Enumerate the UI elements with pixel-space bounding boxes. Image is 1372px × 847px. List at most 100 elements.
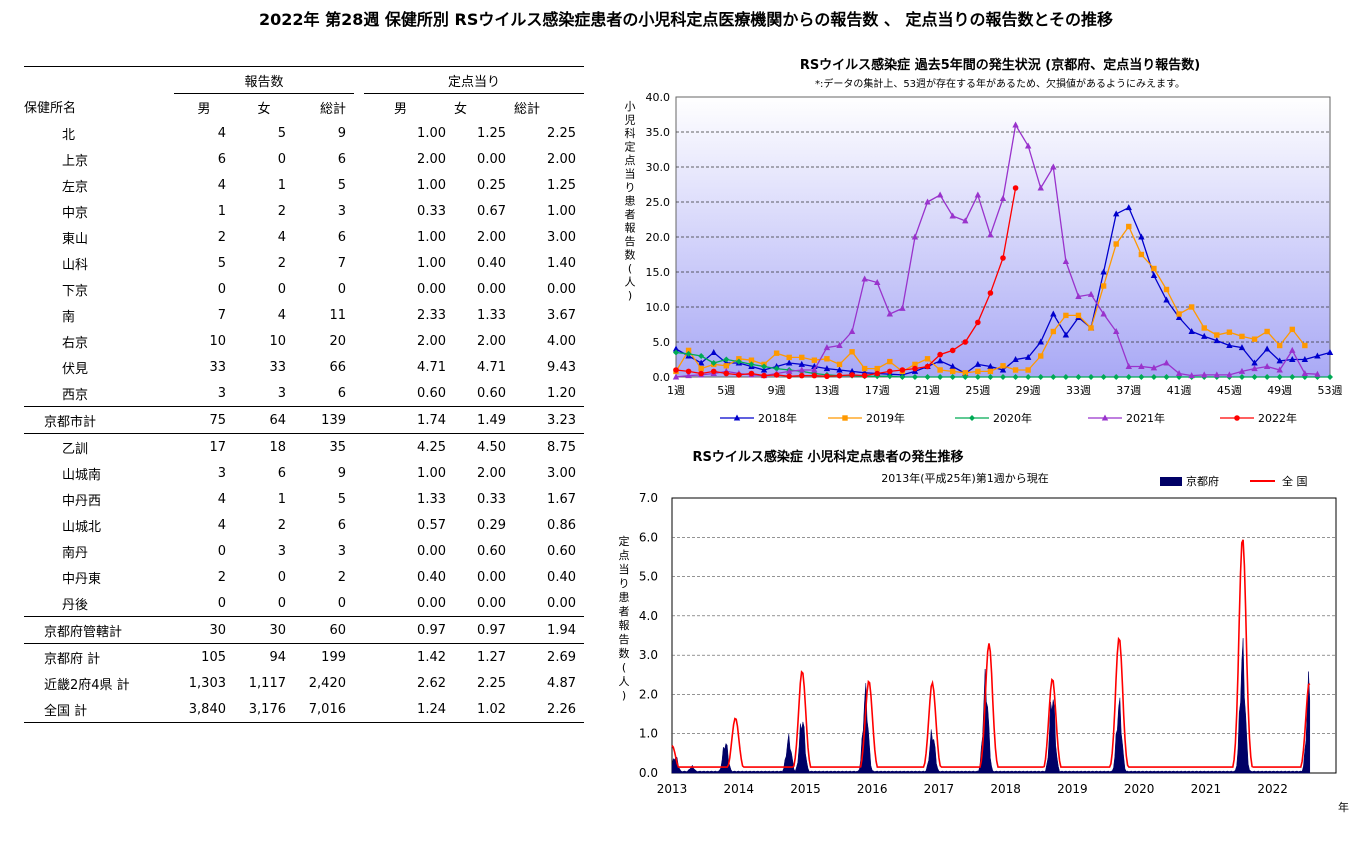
- data-point: [673, 367, 679, 373]
- row-total: 60: [294, 616, 354, 644]
- row-gap: [364, 616, 394, 644]
- row-per-total: 0.00: [547, 281, 576, 297]
- data-point: [1075, 374, 1082, 380]
- row-female: 18: [269, 439, 286, 455]
- chart2-y-label-char: 者: [619, 605, 630, 618]
- data-point: [685, 368, 692, 375]
- chart1-y-label-char: 報: [625, 222, 636, 235]
- data-point: [1213, 337, 1221, 344]
- data-point: [798, 360, 805, 367]
- chart2-y-tick: 6.0: [639, 530, 658, 544]
- chart1-y-label-char: 当: [625, 167, 636, 181]
- row-total: 0: [294, 590, 354, 617]
- data-point: [1301, 356, 1309, 362]
- row-per-female: 0.29: [477, 517, 506, 533]
- chart1-y-tick: 10.0: [646, 301, 671, 314]
- data-point: [811, 372, 818, 379]
- data-point: [949, 347, 956, 354]
- data-point: [999, 195, 1007, 201]
- data-point: [736, 372, 742, 378]
- data-point: [799, 354, 805, 361]
- data-point: [1226, 342, 1233, 348]
- data-point: [1138, 233, 1145, 240]
- legend-swatch-kyoto: [1160, 477, 1182, 486]
- chart1-x-tick: 13週: [814, 384, 839, 397]
- row-female: 1,117: [248, 675, 286, 691]
- row-per-total: 3.23: [514, 406, 584, 434]
- table-row: 京都市計 75 64 139 1.74 1.49 3.23: [24, 406, 584, 434]
- row-per-total: 1.67: [547, 491, 576, 507]
- chart2-y-label-char: 人: [619, 675, 630, 688]
- data-point: [1062, 258, 1070, 264]
- data-point: [1264, 374, 1271, 380]
- data-point: [1050, 328, 1057, 335]
- data-point: [836, 361, 843, 368]
- row-per-female: 2.25: [477, 675, 506, 691]
- data-point: [887, 358, 893, 365]
- data-point: [1000, 363, 1006, 369]
- table-row: 北 4 5 9 1.00 1.25 2.25: [24, 120, 584, 146]
- chart2-y-label-char: ): [622, 689, 626, 702]
- data-point: [1024, 353, 1032, 360]
- row-female: 6: [277, 465, 286, 481]
- data-point: [1063, 312, 1069, 319]
- row-male: 7: [217, 307, 226, 323]
- data-point: [1251, 365, 1258, 372]
- data-point: [748, 361, 755, 368]
- data-point: [1289, 374, 1296, 380]
- row-per-female: 1.49: [454, 406, 514, 434]
- row-name: 京都市計: [24, 406, 174, 434]
- row-per-total: 2.00: [547, 151, 576, 167]
- row-per-male: 4.25: [417, 439, 446, 455]
- chart1-y-label-char: 告: [625, 235, 636, 248]
- data-point: [1050, 310, 1057, 317]
- data-point: [962, 339, 969, 345]
- data-point: [848, 367, 856, 374]
- row-per-female: 0.40: [477, 255, 506, 271]
- chart1-y-label-char: ): [628, 289, 632, 302]
- row-gap: [354, 120, 364, 146]
- data-point: [987, 368, 994, 375]
- row-per-female: 1.25: [477, 125, 506, 141]
- data-point: [773, 372, 780, 378]
- data-point: [1100, 374, 1107, 380]
- data-point: [710, 368, 717, 375]
- row-per-male: 1.00: [417, 177, 446, 193]
- row-male: 4: [217, 491, 226, 507]
- row-name: 乙訓: [62, 441, 89, 457]
- row-gap: [354, 564, 364, 590]
- chart1-y-tick: 30.0: [646, 161, 671, 174]
- row-gap: [354, 434, 364, 461]
- row-per-female: 0.00: [454, 590, 514, 617]
- row-name: 左京: [62, 179, 89, 195]
- table-row: 南丹 0 3 3 0.00 0.60 0.60: [24, 538, 584, 564]
- chart1-y-label-char: 科: [625, 126, 636, 140]
- chart2-y-tick: 4.0: [639, 609, 658, 623]
- chart1-x-tick: 37週: [1116, 384, 1141, 397]
- row-name: 山城北: [62, 519, 102, 535]
- chart1-x-tick: 17週: [865, 384, 890, 397]
- row-female: 2: [277, 203, 286, 219]
- row-per-female: 4.50: [477, 439, 506, 455]
- data-point: [937, 351, 943, 358]
- row-per-total: 1.20: [514, 380, 584, 407]
- row-female: 0: [277, 569, 286, 585]
- data-point: [698, 353, 705, 359]
- data-point: [824, 373, 830, 380]
- chart1-x-tick: 53週: [1318, 384, 1343, 397]
- row-male: 1: [217, 203, 226, 219]
- row-per-male: 0.40: [417, 569, 446, 585]
- row-male: 4: [217, 125, 226, 141]
- chart1-y-tick: 25.0: [646, 196, 671, 209]
- data-point: [1314, 352, 1321, 359]
- chart1-x-tick: 1週: [667, 384, 685, 397]
- data-point: [874, 279, 881, 285]
- data-point: [836, 366, 843, 373]
- data-point: [1176, 311, 1182, 317]
- row-gap: [354, 590, 364, 617]
- table-row: 東山 2 4 6 1.00 2.00 3.00: [24, 224, 584, 250]
- data-point: [1037, 184, 1044, 191]
- data-point: [1289, 356, 1296, 362]
- legend-label: 2018年: [758, 411, 797, 425]
- chart2-y-tick: 1.0: [639, 727, 658, 741]
